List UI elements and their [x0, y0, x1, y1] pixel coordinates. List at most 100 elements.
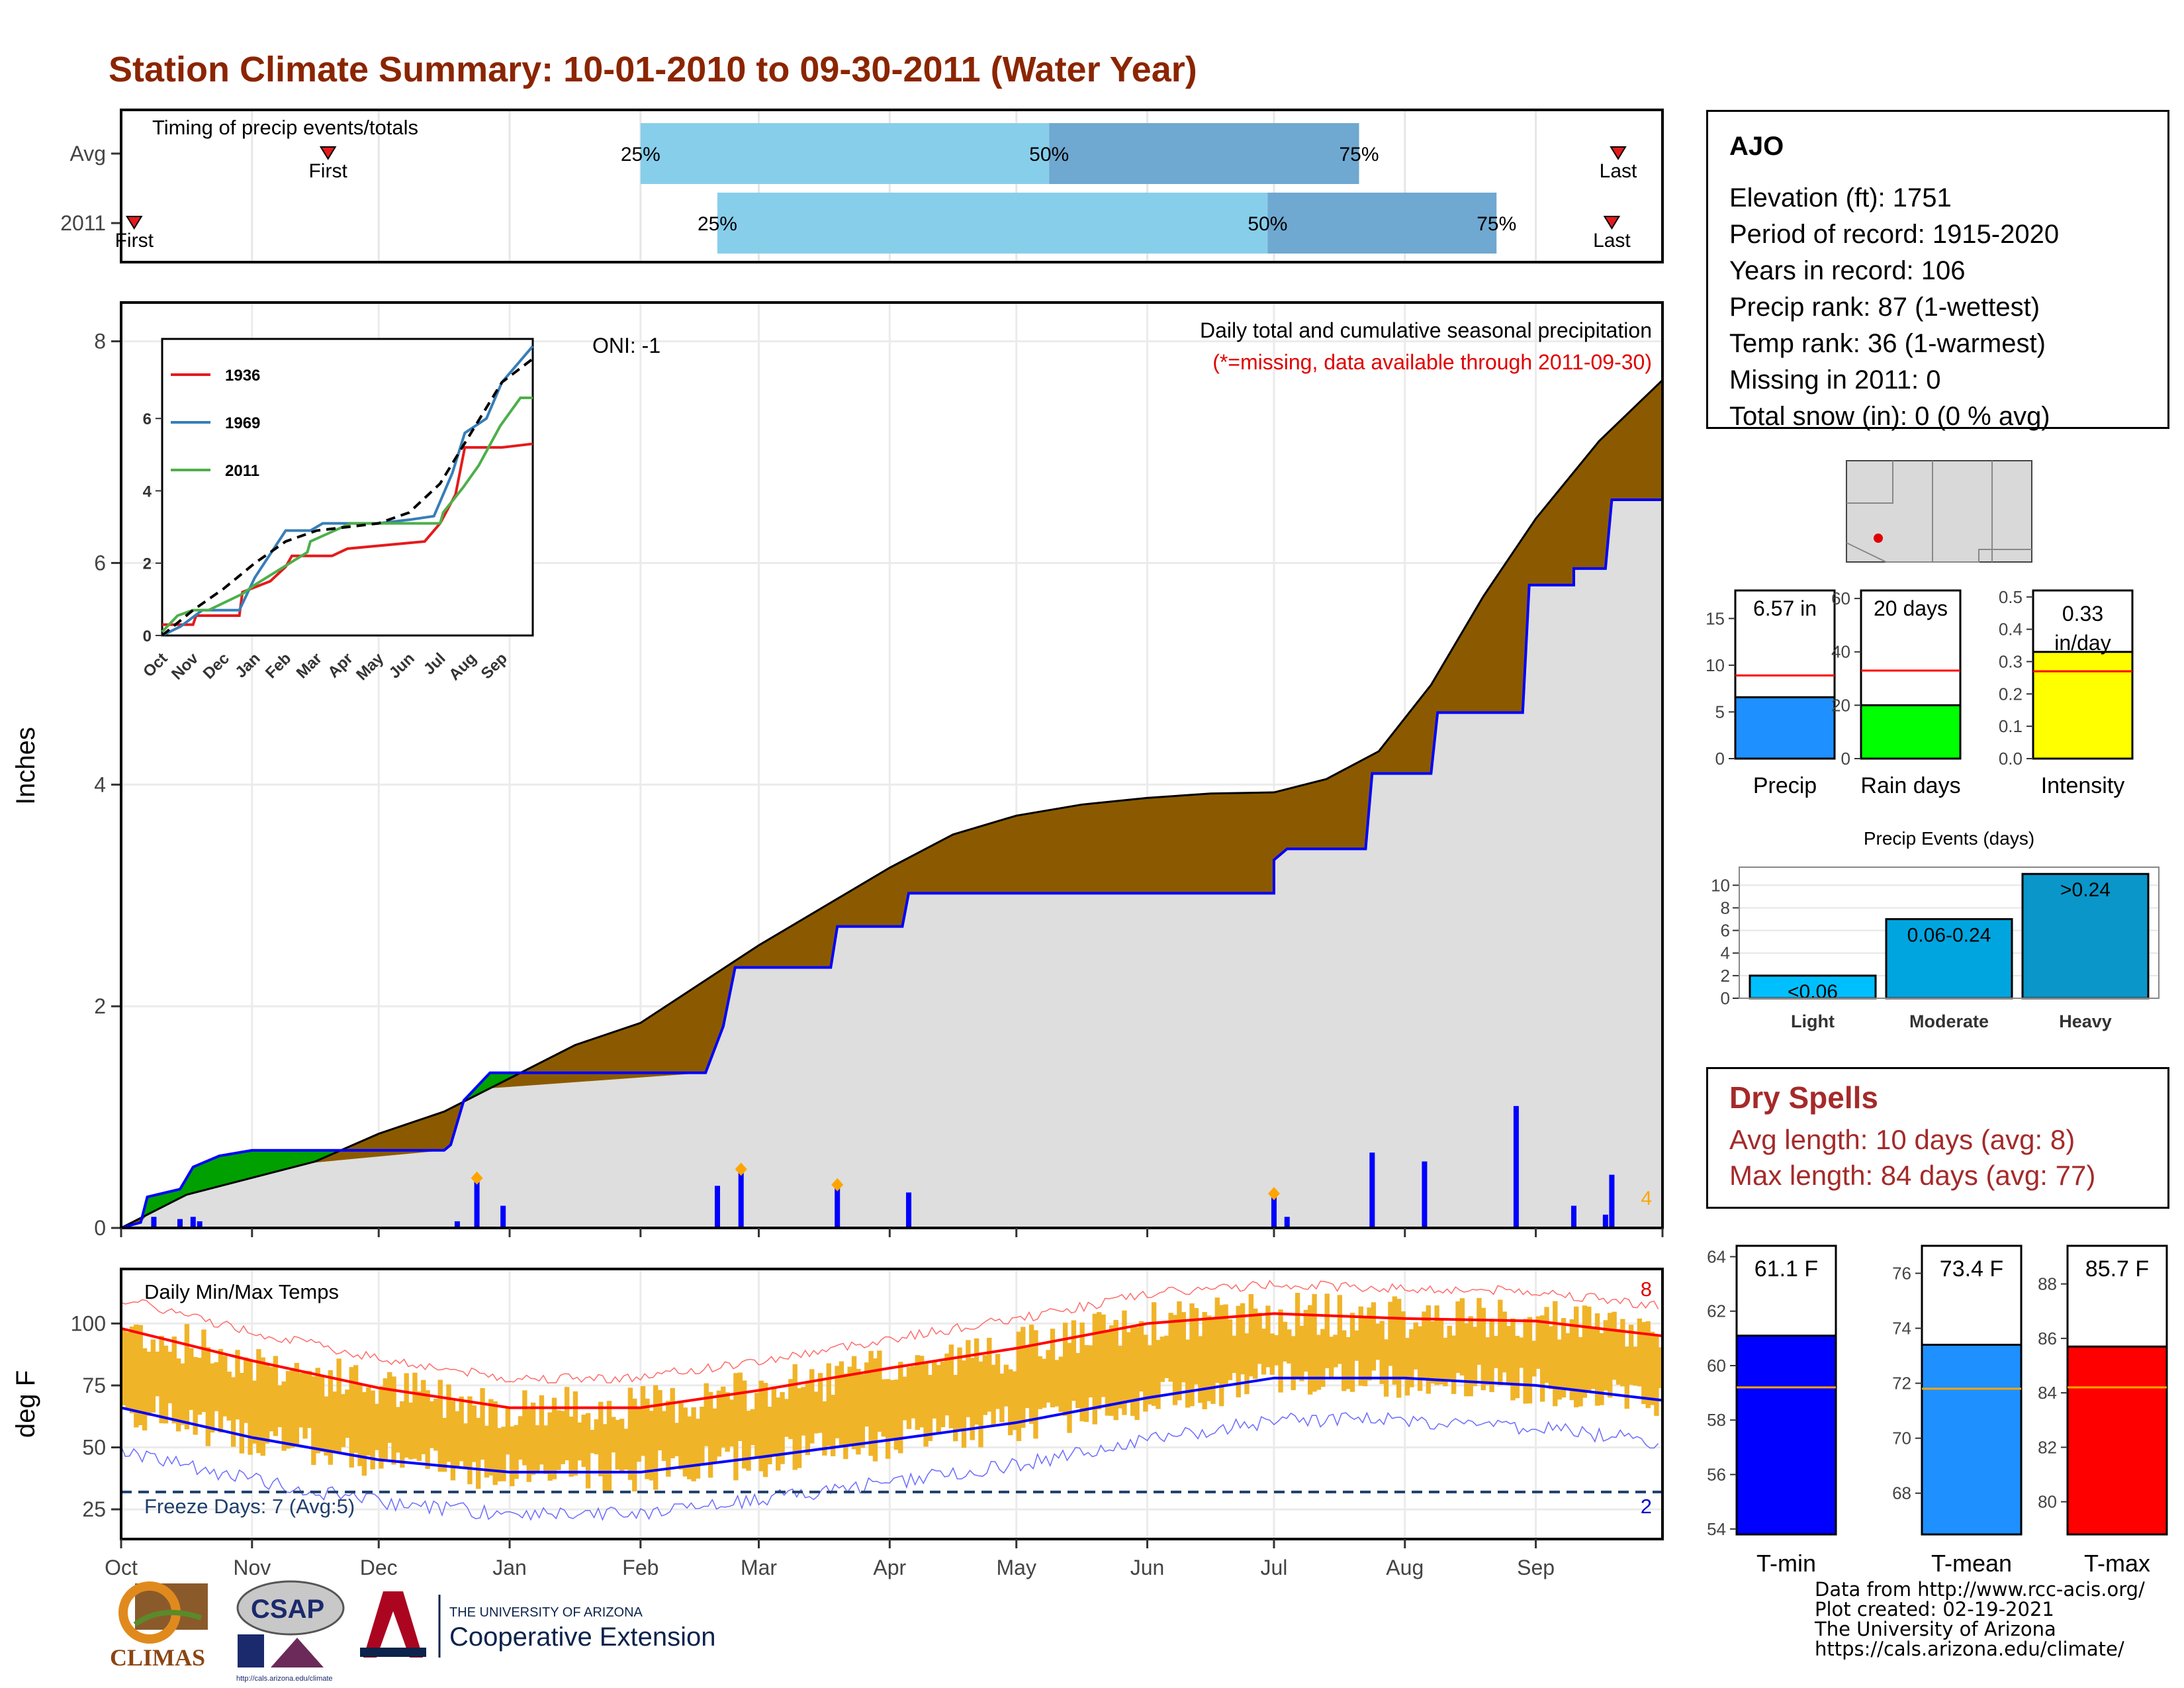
timing-p50-label: 50%	[1029, 144, 1069, 165]
daily-temp-range-bar	[843, 1373, 848, 1460]
temp-stat-value: 73.4 F	[1940, 1256, 2003, 1282]
daily-temp-range-bar	[1645, 1321, 1651, 1409]
daily-temp-range-bar	[416, 1391, 422, 1461]
daily-temp-range-bar	[721, 1386, 726, 1448]
daily-temp-range-bar	[349, 1367, 354, 1468]
daily-temp-range-bar	[1113, 1320, 1118, 1421]
daily-temp-range-bar	[324, 1396, 329, 1456]
daily-temp-range-bar	[180, 1363, 185, 1425]
temp-stat-ytick-label: 62	[1707, 1301, 1726, 1321]
daily-temp-range-bar	[366, 1387, 371, 1456]
daily-temp-range-bar	[1472, 1327, 1478, 1386]
daily-temp-range-bar	[1400, 1311, 1406, 1378]
daily-temp-range-bar	[1299, 1325, 1304, 1382]
daily-temp-range-bar	[1582, 1305, 1588, 1398]
dry-spells-title: Dry Spells	[1729, 1080, 1878, 1115]
daily-temp-range-bar	[1468, 1316, 1473, 1397]
daily-temp-range-bar	[746, 1411, 751, 1471]
daily-temp-range-bar	[1024, 1345, 1030, 1409]
precip-stat-bar	[2032, 651, 2134, 760]
daily-temp-range-bar	[425, 1390, 430, 1470]
inset-ytick-label: 2	[143, 555, 152, 573]
credits: Data from http://www.rcc-acis.org/ Plot …	[1815, 1579, 2145, 1659]
events-bar-label: >0.24	[2060, 879, 2111, 901]
dry-spells-box: Dry Spells Avg length: 10 days (avg: 8) …	[1706, 1067, 2169, 1209]
daily-temp-range-bar	[1092, 1313, 1097, 1425]
record-low-line	[120, 1411, 1659, 1521]
daily-temp-range-bar	[1367, 1307, 1372, 1381]
daily-temp-range-bar	[1143, 1335, 1148, 1412]
daily-temp-range-bar	[1413, 1322, 1418, 1370]
daily-temp-range-bar	[370, 1390, 375, 1470]
daily-temp-range-bar	[1151, 1302, 1157, 1406]
daily-temp-range-bar	[776, 1397, 781, 1471]
avg-cumulative-line	[120, 379, 1664, 1229]
temp-stat-ytick-label: 82	[2038, 1437, 2057, 1457]
daily-precip-bar	[738, 1172, 744, 1228]
daily-temp-range-bar	[1464, 1323, 1469, 1397]
daily-temp-range-bar	[484, 1425, 490, 1478]
daily-temp-range-bar	[1261, 1329, 1267, 1375]
precip-stat-ytick-label: 20	[1831, 695, 1850, 715]
temp-stat-value: 61.1 F	[1754, 1256, 1818, 1282]
temp-stat-ytick-label: 88	[2038, 1274, 2057, 1294]
daily-temp-range-bar	[1138, 1321, 1144, 1392]
inset-legend-label: 1969	[225, 414, 260, 432]
daily-temp-range-bar	[729, 1399, 735, 1447]
daily-temp-range-bar	[361, 1391, 367, 1476]
daily-temp-range-bar	[830, 1395, 836, 1456]
events-ytick-label: 8	[1721, 898, 1730, 917]
events-bar	[1885, 918, 2013, 1000]
daily-temp-range-bar	[1105, 1331, 1111, 1416]
daily-temp-range-bar	[1227, 1319, 1233, 1380]
daily-temp-range-bar	[1177, 1301, 1182, 1401]
precip-count-label: 4	[1641, 1188, 1652, 1209]
temp-stat-ytick-label: 84	[2038, 1383, 2057, 1403]
daily-temp-range-bar	[1633, 1346, 1638, 1386]
daily-temp-range-bar	[585, 1413, 591, 1489]
temp-stat-ytick-label: 54	[1707, 1519, 1726, 1539]
daily-temp-range-bar	[302, 1372, 308, 1439]
precip-ylabel: Inches	[11, 727, 40, 805]
precip-stat-label: Intensity	[2041, 773, 2125, 798]
daily-temp-range-bar	[1388, 1301, 1393, 1366]
daily-temp-range-bar	[201, 1329, 206, 1413]
daily-temp-range-bar	[1046, 1350, 1051, 1403]
daily-temp-range-bar	[851, 1356, 857, 1450]
timing-bar-lower	[717, 193, 1268, 254]
temp-ytick-label: 100	[71, 1311, 106, 1335]
station-years: Years in record: 106	[1729, 256, 1966, 285]
normal-max-line	[120, 1312, 1663, 1409]
daily-temp-range-bar	[1603, 1320, 1609, 1391]
daily-temp-range-bar	[138, 1325, 143, 1426]
daily-temp-range-bar	[556, 1410, 561, 1470]
daily-temp-range-bar	[421, 1380, 426, 1454]
daily-temp-range-bar	[1156, 1340, 1161, 1409]
daily-temp-range-bar	[881, 1379, 886, 1437]
month-label: Jul	[1261, 1556, 1288, 1579]
dry-max-length: Max length: 84 days (avg: 77)	[1729, 1160, 2096, 1191]
daily-temp-range-bar	[391, 1376, 396, 1465]
daily-temp-range-bar	[1185, 1339, 1191, 1408]
dry-avg-length: Avg length: 10 days (avg: 8)	[1729, 1124, 2075, 1155]
daily-temp-range-bar	[991, 1364, 996, 1427]
daily-temp-range-bar	[1007, 1369, 1013, 1436]
temp-stat-value: 85.7 F	[2085, 1256, 2149, 1282]
extreme-precip-marker	[735, 1162, 747, 1176]
month-label: Sep	[1517, 1556, 1555, 1579]
daily-temp-range-bar	[163, 1345, 169, 1424]
credit-line: Plot created: 02-19-2021	[1815, 1598, 2054, 1620]
map-state-border	[1846, 461, 1893, 504]
precip-stat-ytick-label: 10	[1706, 655, 1725, 675]
events-ytick-label: 0	[1721, 988, 1730, 1008]
daily-temp-range-bar	[1615, 1329, 1621, 1385]
daily-temp-range-bar	[1083, 1344, 1089, 1423]
daily-temp-range-bar	[784, 1399, 790, 1437]
locator-map	[1846, 460, 2032, 563]
daily-temp-range-bar	[1248, 1293, 1254, 1377]
daily-temp-range-bar	[404, 1373, 409, 1458]
precip-stat-value: 0.33	[2062, 602, 2103, 626]
daily-temp-range-bar	[893, 1380, 899, 1450]
daily-temp-range-bar	[1033, 1330, 1038, 1439]
ua-line2: Cooperative Extension	[449, 1622, 715, 1652]
